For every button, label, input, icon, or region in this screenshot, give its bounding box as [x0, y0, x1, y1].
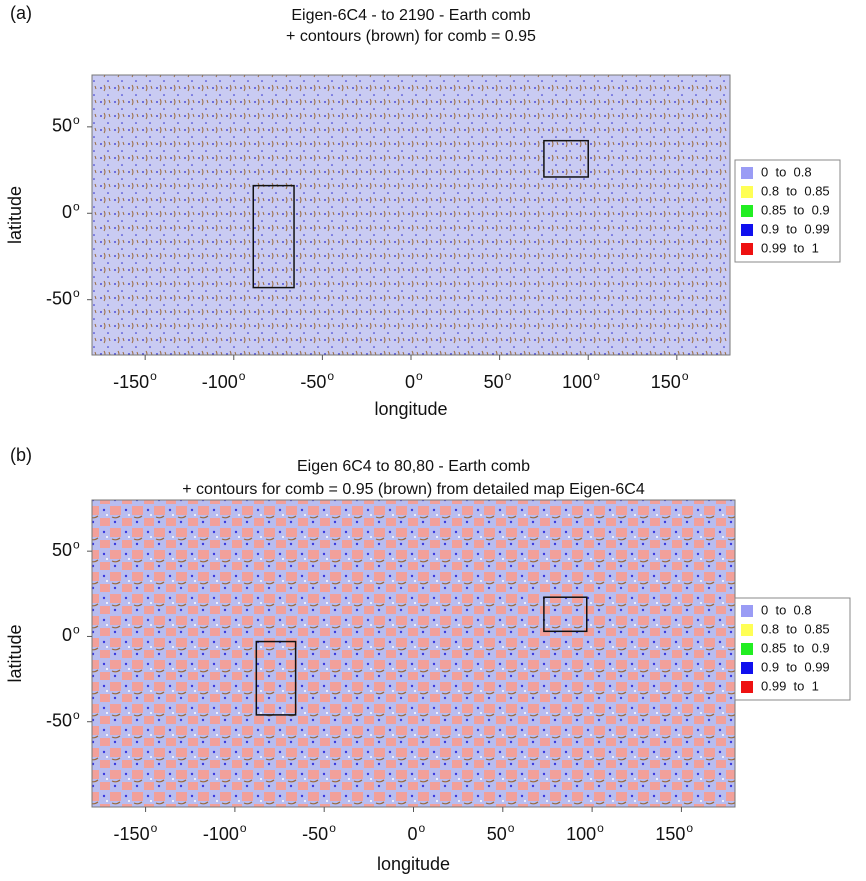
- legend-swatch: [741, 186, 753, 198]
- x-tick-label: 150: [655, 824, 685, 844]
- legend-label: 0.85 to 0.9: [761, 202, 830, 217]
- panel-title: Eigen 6C4 to 80,80 - Earth comb: [297, 458, 530, 475]
- legend-swatch: [741, 624, 753, 636]
- x-tick-label: -150: [114, 824, 150, 844]
- x-tick-label: -100: [202, 372, 238, 392]
- legend-label: 0.9 to 0.99: [761, 221, 830, 236]
- degree-symbol: o: [505, 369, 512, 383]
- legend-label: 0.99 to 1: [761, 678, 819, 693]
- panel-title: Eigen-6C4 - to 2190 - Earth comb: [291, 7, 530, 24]
- degree-symbol: o: [73, 623, 80, 637]
- panel-title: + contours for comb = 0.95 (brown) from …: [182, 481, 645, 498]
- legend-swatch: [741, 224, 753, 236]
- degree-symbol: o: [597, 821, 604, 835]
- degree-symbol: o: [73, 708, 80, 722]
- x-tick-label: 0: [407, 824, 417, 844]
- x-tick-label: 50: [487, 824, 507, 844]
- region-box: [543, 596, 588, 633]
- degree-symbol: o: [73, 537, 80, 551]
- degree-symbol: o: [327, 369, 334, 383]
- region-box: [543, 139, 589, 178]
- region-box: [255, 640, 297, 716]
- y-tick-label: -50: [46, 710, 72, 730]
- legend-label: 0.8 to 0.85: [761, 183, 830, 198]
- degree-symbol: o: [686, 821, 693, 835]
- x-tick-label: 50: [484, 372, 504, 392]
- degree-symbol: o: [73, 199, 80, 213]
- y-tick-label: 50: [52, 540, 72, 560]
- degree-symbol: o: [73, 113, 80, 127]
- legend-swatch: [741, 243, 753, 255]
- legend-label: 0.99 to 1: [761, 240, 819, 255]
- degree-symbol: o: [508, 821, 515, 835]
- x-tick-label: 100: [566, 824, 596, 844]
- legend-label: 0.9 to 0.99: [761, 659, 830, 674]
- degree-symbol: o: [239, 369, 246, 383]
- panel-title: + contours (brown) for comb = 0.95: [286, 28, 536, 45]
- degree-symbol: o: [593, 369, 600, 383]
- map-field: [91, 74, 731, 356]
- y-tick-label: 0: [62, 202, 72, 222]
- legend-label: 0 to 0.8: [761, 164, 812, 179]
- y-tick-label: -50: [46, 288, 72, 308]
- legend-label: 0 to 0.8: [761, 602, 812, 617]
- legend-swatch: [741, 681, 753, 693]
- legend-box: [734, 597, 851, 701]
- legend-label: 0.85 to 0.9: [761, 640, 830, 655]
- degree-symbol: o: [682, 369, 689, 383]
- x-tick-label: 100: [562, 372, 592, 392]
- x-axis-label: longitude: [374, 399, 447, 419]
- y-axis-label: latitude: [5, 624, 25, 682]
- map-field: [91, 499, 736, 808]
- y-tick-label: 50: [52, 116, 72, 136]
- legend-swatch: [741, 167, 753, 179]
- y-axis-label: latitude: [5, 186, 25, 244]
- region-box: [252, 184, 295, 289]
- legend-swatch: [741, 605, 753, 617]
- legend-swatch: [741, 205, 753, 217]
- panel-label: (b): [10, 445, 32, 465]
- degree-symbol: o: [419, 821, 426, 835]
- legend-swatch: [741, 662, 753, 674]
- legend-swatch: [741, 643, 753, 655]
- degree-symbol: o: [329, 821, 336, 835]
- x-axis-label: longitude: [377, 854, 450, 874]
- y-tick-label: 0: [62, 625, 72, 645]
- degree-symbol: o: [151, 821, 158, 835]
- x-tick-label: -50: [300, 372, 326, 392]
- x-tick-label: 0: [405, 372, 415, 392]
- x-tick-label: -150: [113, 372, 149, 392]
- x-tick-label: -100: [203, 824, 239, 844]
- x-tick-label: -50: [302, 824, 328, 844]
- degree-symbol: o: [150, 369, 157, 383]
- panel-label: (a): [10, 3, 32, 23]
- degree-symbol: o: [73, 286, 80, 300]
- x-tick-label: 150: [651, 372, 681, 392]
- degree-symbol: o: [416, 369, 423, 383]
- degree-symbol: o: [240, 821, 247, 835]
- legend-label: 0.8 to 0.85: [761, 621, 830, 636]
